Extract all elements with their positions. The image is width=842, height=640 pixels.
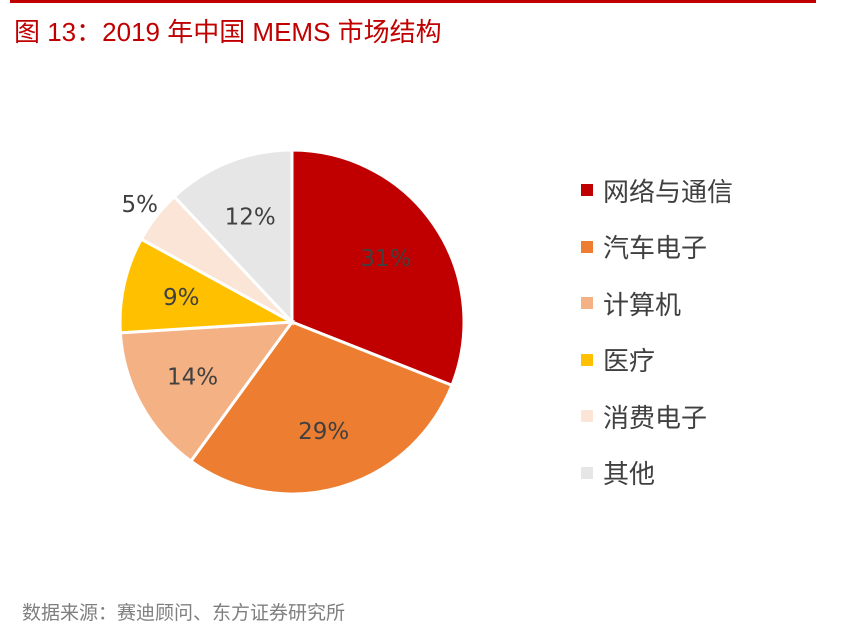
data-label: 12% bbox=[225, 204, 276, 230]
legend: 网络与通信汽车电子计算机医疗消费电子其他 bbox=[581, 162, 733, 501]
legend-swatch bbox=[581, 184, 593, 197]
legend-item: 医疗 bbox=[581, 332, 733, 389]
legend-item: 其他 bbox=[581, 445, 733, 502]
legend-label: 网络与通信 bbox=[603, 177, 734, 208]
legend-item: 计算机 bbox=[581, 275, 733, 332]
top-rule bbox=[10, 0, 816, 3]
legend-item: 网络与通信 bbox=[581, 162, 733, 219]
legend-swatch bbox=[581, 297, 593, 310]
data-label: 31% bbox=[360, 246, 411, 272]
legend-swatch bbox=[581, 466, 593, 479]
data-label: 14% bbox=[167, 365, 218, 391]
legend-item: 消费电子 bbox=[581, 388, 733, 445]
legend-swatch bbox=[581, 353, 593, 366]
pie-slice bbox=[172, 148, 294, 326]
data-label: 5% bbox=[122, 192, 159, 218]
pie-slice bbox=[188, 320, 454, 496]
legend-label: 计算机 bbox=[603, 290, 682, 321]
data-label: 29% bbox=[298, 419, 349, 445]
pie-slice bbox=[290, 148, 466, 388]
legend-label: 消费电子 bbox=[603, 403, 708, 434]
legend-label: 其他 bbox=[603, 460, 656, 491]
legend-swatch bbox=[581, 240, 593, 253]
source-note: 数据来源：赛迪顾问、东方证券研究所 bbox=[22, 602, 346, 624]
legend-label: 医疗 bbox=[603, 347, 656, 378]
legend-item: 汽车电子 bbox=[581, 219, 733, 276]
chart-title: 图 13：2019 年中国 MEMS 市场结构 bbox=[14, 17, 442, 47]
legend-label: 汽车电子 bbox=[603, 234, 708, 265]
data-label: 9% bbox=[163, 285, 200, 311]
pie-slice bbox=[118, 320, 296, 464]
legend-swatch bbox=[581, 410, 593, 423]
pie-slice bbox=[118, 237, 298, 335]
